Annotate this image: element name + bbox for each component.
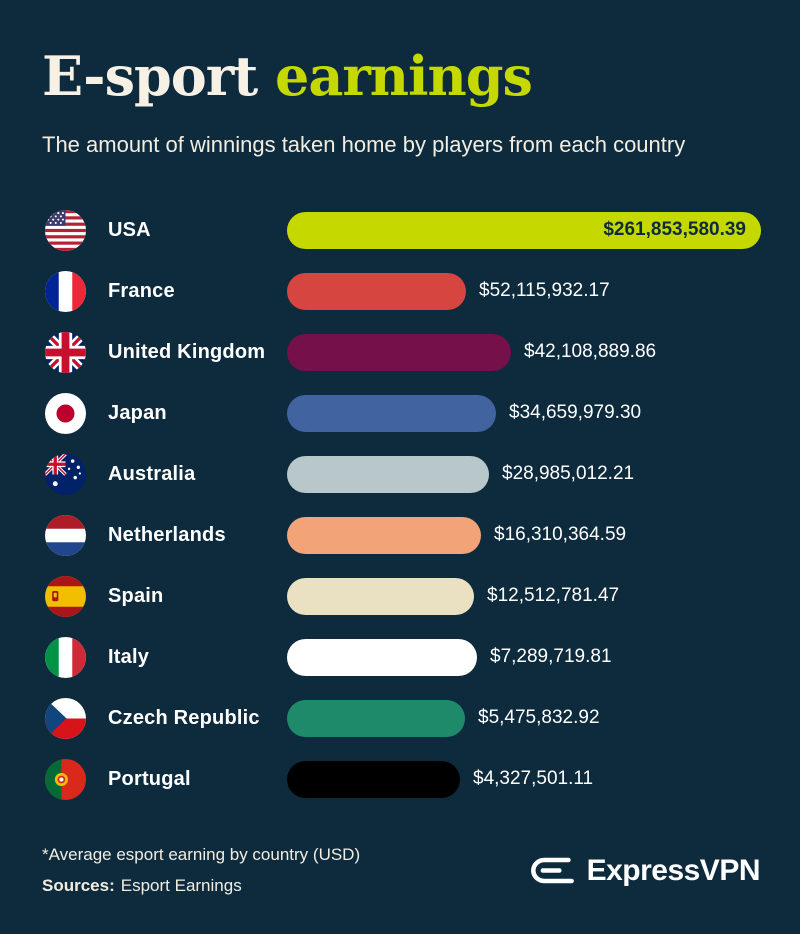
expressvpn-logo: ExpressVPN <box>529 853 761 888</box>
chart-row-australia: Australia $28,985,012.21 <box>0 444 800 505</box>
footnotes: *Average esport earning by country (USD)… <box>42 845 360 896</box>
flag-spain-icon <box>45 575 86 617</box>
chart-row-italy: Italy $7,289,719.81 <box>0 627 800 688</box>
chart-row-portugal: Portugal $4,327,501.11 <box>0 749 800 810</box>
expressvpn-wordmark: ExpressVPN <box>586 853 761 887</box>
value-label-spain: $12,512,781.47 <box>487 585 620 607</box>
chart-row-japan: Japan $34,659,979.30 <box>0 383 800 444</box>
bar-france <box>287 272 466 310</box>
bar-united-kingdom <box>287 333 511 371</box>
page-title-accent: earnings <box>274 44 533 108</box>
flag-australia-icon <box>45 453 86 495</box>
country-label-australia: Australia <box>108 462 196 485</box>
country-label-united-kingdom: United Kingdom <box>108 340 266 363</box>
page-title: E-sport earnings <box>42 44 760 109</box>
flag-portugal-icon <box>45 758 86 800</box>
page-title-primary: E-sport <box>42 44 258 108</box>
chart-row-united-kingdom: United Kingdom $42,108,889.86 <box>0 322 800 383</box>
flag-netherlands-icon <box>45 514 86 556</box>
flag-italy-icon <box>45 636 86 678</box>
value-label-united-kingdom: $42,108,889.86 <box>524 341 657 363</box>
chart-row-spain: Spain $12,512,781.47 <box>0 566 800 627</box>
value-label-netherlands: $16,310,364.59 <box>494 524 627 546</box>
bar-italy <box>287 638 477 676</box>
chart-row-czech-republic: Czech Republic $5,475,832.92 <box>0 688 800 749</box>
flag-usa-icon <box>45 209 86 251</box>
bar-spain <box>287 577 474 615</box>
country-label-spain: Spain <box>108 584 164 607</box>
bar-portugal <box>287 760 460 798</box>
chart-row-france: France $52,115,932.17 <box>0 261 800 322</box>
value-label-czech-republic: $5,475,832.92 <box>478 707 600 729</box>
sources-line: Sources: Esport Earnings <box>42 876 360 896</box>
value-label-usa: $261,853,580.39 <box>603 219 746 241</box>
bar-australia <box>287 455 489 493</box>
bar-japan <box>287 394 496 432</box>
expressvpn-logo-icon <box>529 855 575 886</box>
country-label-czech-republic: Czech Republic <box>108 706 260 729</box>
flag-czech-republic-icon <box>45 697 86 739</box>
value-label-australia: $28,985,012.21 <box>502 463 635 485</box>
value-label-portugal: $4,327,501.11 <box>473 768 594 790</box>
bar-chart: USA $261,853,580.39 France $52,115,932.1… <box>0 200 800 810</box>
chart-row-usa: USA $261,853,580.39 <box>0 200 800 261</box>
header: E-sport earnings The amount of winnings … <box>0 0 800 159</box>
value-label-france: $52,115,932.17 <box>479 280 610 302</box>
footnote: *Average esport earning by country (USD) <box>42 845 361 864</box>
value-label-italy: $7,289,719.81 <box>490 646 612 668</box>
sources-label: Sources: <box>42 876 115 895</box>
bar-czech-republic <box>287 699 465 737</box>
country-label-france: France <box>108 279 175 302</box>
footer: *Average esport earning by country (USD)… <box>42 845 761 896</box>
country-label-japan: Japan <box>108 401 167 424</box>
flag-france-icon <box>45 270 86 312</box>
page-subtitle: The amount of winnings taken home by pla… <box>42 131 686 157</box>
country-label-usa: USA <box>108 218 151 241</box>
country-label-portugal: Portugal <box>108 767 191 790</box>
country-label-netherlands: Netherlands <box>108 523 226 546</box>
bar-usa: $261,853,580.39 <box>287 211 761 249</box>
sources-value: Esport Earnings <box>120 876 242 895</box>
bar-netherlands <box>287 516 481 554</box>
flag-united-kingdom-icon <box>45 331 86 373</box>
flag-japan-icon <box>45 392 86 434</box>
chart-row-netherlands: Netherlands $16,310,364.59 <box>0 505 800 566</box>
value-label-japan: $34,659,979.30 <box>509 402 642 424</box>
country-label-italy: Italy <box>108 645 150 668</box>
